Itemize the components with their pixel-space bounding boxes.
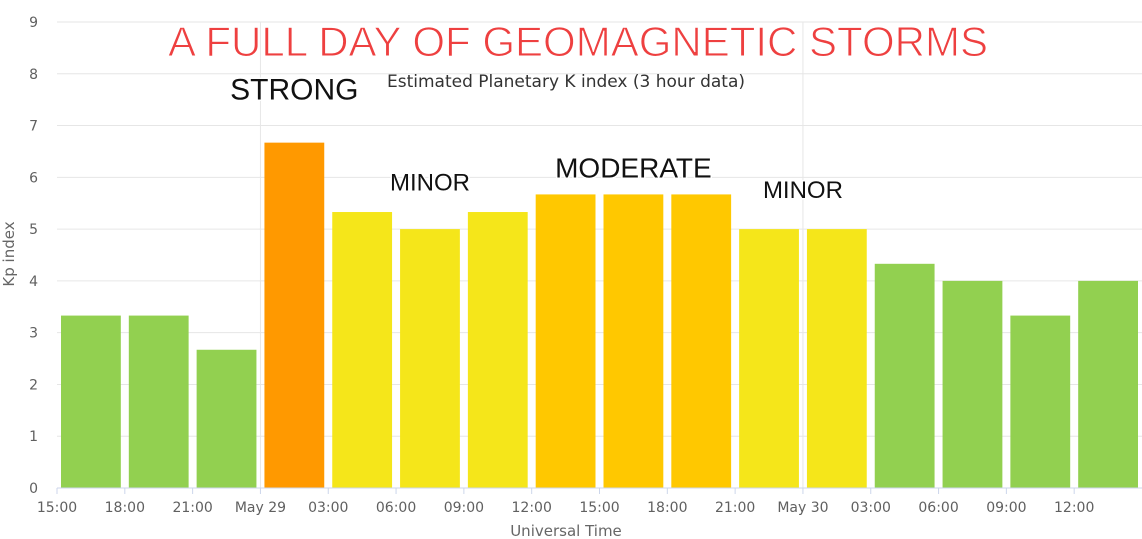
y-tick-label: 0 (29, 481, 38, 497)
x-tick-label: 06:00 (376, 500, 416, 516)
annotation-minor-4: MINOR (763, 177, 843, 204)
annotation-minor-2: MINOR (390, 169, 470, 196)
y-tick-label: 7 (29, 119, 38, 135)
kp-bar-6 (400, 229, 460, 488)
y-axis-title: Kp index (0, 221, 18, 286)
x-tick-label: 06:00 (918, 500, 958, 516)
x-tick-label: 03:00 (851, 500, 891, 516)
y-tick-label: 8 (29, 67, 38, 83)
x-tick-label: 03:00 (308, 500, 348, 516)
x-tick-label: 21:00 (172, 500, 212, 516)
y-tick-label: 2 (29, 377, 38, 393)
kp-bar-14 (942, 280, 1003, 488)
kp-bar-9 (603, 194, 664, 489)
bars (61, 142, 1138, 489)
x-tick-label: 15:00 (579, 500, 619, 516)
kp-bar-11 (739, 229, 799, 488)
x-tick-label: May 29 (235, 500, 286, 516)
chart-subtitle: Estimated Planetary K index (3 hour data… (387, 72, 745, 92)
x-tick-labels: 15:00 18:00 21:00 May 29 03:00 06:00 09:00 12:0… (37, 488, 1094, 516)
annotation-moderate-3: MODERATE (555, 152, 712, 183)
x-tick-label: 18:00 (105, 500, 145, 516)
kp-bar-7 (467, 212, 528, 488)
x-tick-label: 09:00 (444, 500, 484, 516)
kp-bar-4 (264, 142, 325, 489)
annotation-strong-1: STRONG (230, 74, 358, 107)
kp-bar-15 (1010, 315, 1071, 488)
kp-bar-16 (1078, 280, 1138, 488)
y-tick-label: 1 (29, 429, 38, 445)
kp-bar-10 (671, 194, 732, 489)
y-tick-labels: 0 1 2 3 4 5 6 7 8 9 (29, 15, 38, 497)
x-tick-label: 12:00 (512, 500, 552, 516)
kp-bar-13 (874, 263, 935, 488)
x-tick-label: 21:00 (715, 500, 755, 516)
kp-bar-2 (128, 315, 189, 488)
y-tick-label: 5 (29, 222, 38, 238)
x-axis-title: Universal Time (510, 522, 622, 539)
x-tick-label: 12:00 (1054, 500, 1094, 516)
kp-bar-3 (196, 349, 257, 488)
x-tick-label: 15:00 (37, 500, 77, 516)
y-tick-label: 6 (29, 170, 38, 186)
chart-headline: A FULL DAY OF GEOMAGNETIC STORMS (168, 18, 988, 65)
x-tick-label: 09:00 (986, 500, 1026, 516)
annotations: STRONG MINOR MODERATE MINOR (229, 72, 845, 205)
y-tick-label: 9 (29, 15, 38, 31)
y-tick-label: 4 (29, 274, 38, 290)
kp-bar-1 (61, 315, 121, 488)
y-tick-label: 3 (29, 326, 38, 342)
kp-bar-12 (806, 229, 867, 488)
x-tick-label: May 30 (777, 500, 828, 516)
kp-bar-8 (535, 194, 596, 489)
x-tick-label: 18:00 (647, 500, 687, 516)
kp-bar-5 (332, 212, 393, 488)
